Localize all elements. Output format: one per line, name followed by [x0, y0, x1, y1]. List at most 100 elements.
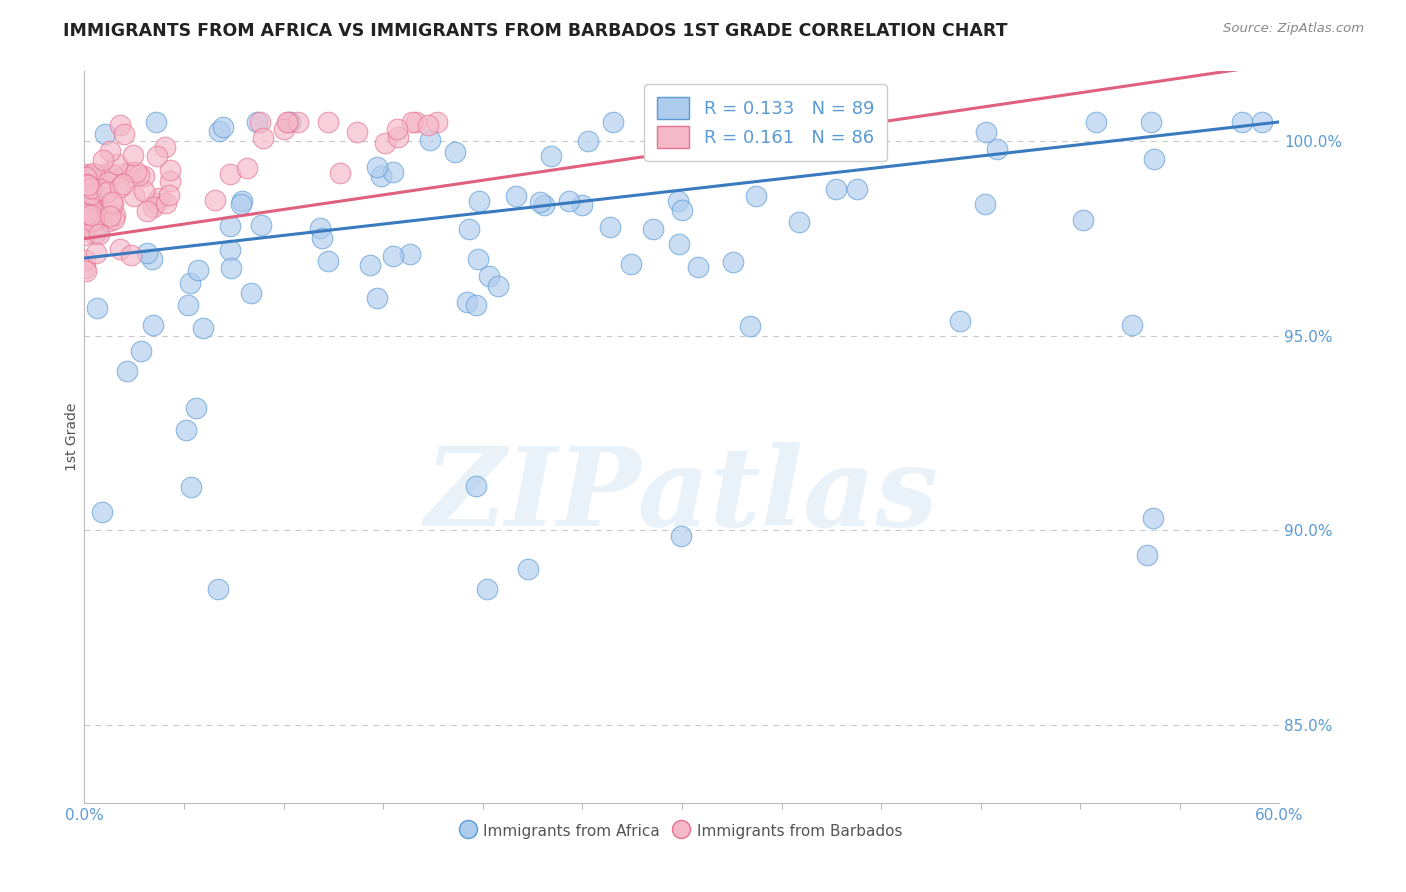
Point [316, 115, 339, 129]
Point [91, 505, 114, 519]
Point [249, 115, 271, 129]
Point [374, 136, 396, 151]
Point [77, 178, 100, 192]
Point [100, 167, 122, 181]
Point [73, 167, 96, 181]
Point [82, 173, 104, 187]
Point [73, 227, 96, 242]
Point [148, 191, 170, 205]
Point [120, 164, 142, 178]
Point [744, 188, 766, 202]
Point [382, 165, 405, 179]
Point [122, 189, 145, 203]
Point [104, 208, 127, 222]
Point [111, 178, 134, 192]
Point [218, 167, 240, 181]
Point [1085, 115, 1108, 129]
Point [465, 298, 488, 312]
Point [669, 529, 692, 543]
Point [276, 115, 298, 129]
Point [486, 279, 509, 293]
Point [145, 115, 167, 129]
Point [76, 207, 98, 221]
Point [96, 166, 118, 180]
Point [204, 193, 226, 207]
Point [949, 314, 972, 328]
Point [97, 175, 120, 189]
Point [179, 276, 201, 290]
Point [387, 129, 409, 144]
Point [100, 209, 122, 223]
Point [97, 214, 120, 228]
Point [136, 203, 159, 218]
Point [180, 480, 202, 494]
Point [277, 115, 299, 129]
Point [89, 182, 111, 196]
Point [250, 218, 273, 232]
Point [153, 140, 176, 154]
Point [187, 263, 209, 277]
Point [240, 285, 263, 300]
Point [974, 125, 997, 139]
Point [79, 169, 101, 183]
Text: Source: ZipAtlas.com: Source: ZipAtlas.com [1223, 22, 1364, 36]
Point [142, 200, 165, 214]
Point [120, 248, 142, 262]
Legend: Immigrants from Africa, Immigrants from Barbados: Immigrants from Africa, Immigrants from … [456, 815, 908, 847]
Point [366, 291, 388, 305]
Point [125, 165, 148, 179]
Point [122, 147, 145, 161]
Point [101, 195, 124, 210]
Point [478, 268, 501, 283]
Point [96, 185, 118, 199]
Point [80, 202, 103, 216]
Point [973, 197, 995, 211]
Point [80, 214, 103, 228]
Point [75, 177, 97, 191]
Point [273, 121, 295, 136]
Point [207, 582, 229, 596]
Point [280, 115, 302, 129]
Point [385, 121, 408, 136]
Point [1142, 510, 1164, 524]
Point [505, 189, 527, 203]
Point [108, 119, 131, 133]
Point [157, 188, 180, 202]
Point [128, 168, 150, 182]
Point [1230, 115, 1253, 129]
Point [316, 254, 339, 268]
Point [418, 118, 440, 132]
Point [75, 219, 97, 233]
Point [329, 166, 352, 180]
Point [401, 115, 423, 129]
Point [87, 227, 110, 242]
Point [219, 261, 242, 276]
Point [84, 211, 107, 226]
Point [576, 134, 599, 148]
Point [80, 181, 103, 195]
Point [211, 120, 233, 134]
Point [309, 220, 332, 235]
Point [86, 224, 108, 238]
Point [236, 161, 259, 176]
Point [191, 321, 214, 335]
Point [419, 133, 441, 147]
Point [602, 115, 624, 129]
Point [82, 193, 104, 207]
Point [986, 142, 1008, 156]
Point [825, 182, 848, 196]
Point [444, 145, 467, 159]
Point [1143, 152, 1166, 166]
Point [86, 301, 108, 315]
Point [641, 222, 664, 236]
Text: IMMIGRANTS FROM AFRICA VS IMMIGRANTS FROM BARBADOS 1ST GRADE CORRELATION CHART: IMMIGRANTS FROM AFRICA VS IMMIGRANTS FRO… [63, 22, 1008, 40]
Point [1250, 115, 1272, 129]
Point [75, 264, 97, 278]
Point [426, 115, 449, 129]
Point [75, 260, 97, 275]
Point [82, 214, 104, 228]
Point [311, 230, 333, 244]
Point [359, 258, 381, 272]
Point [398, 246, 420, 260]
Point [789, 215, 811, 229]
